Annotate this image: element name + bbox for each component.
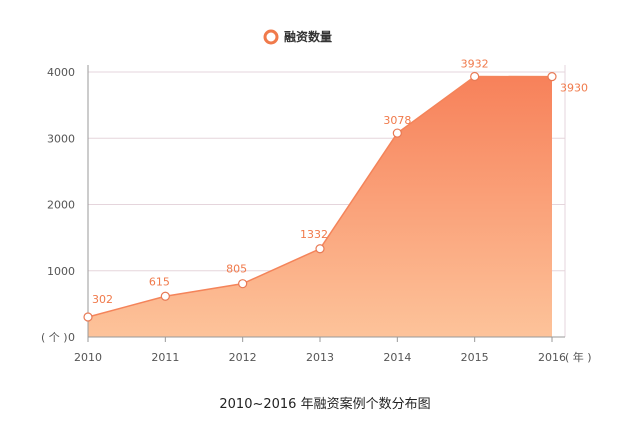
legend[interactable]: 融资数量 — [263, 29, 332, 45]
data-label: 615 — [149, 275, 170, 288]
data-point — [83, 312, 93, 322]
x-tick-label: 2010 — [74, 351, 102, 364]
y-tick-label: 4000 — [47, 66, 75, 79]
area-fill — [88, 76, 552, 337]
chart-caption: 2010~2016 年融资案例个数分布图 — [219, 397, 430, 412]
x-axis-unit: ( 年 ) — [565, 350, 592, 364]
y-tick-label: 3000 — [47, 132, 75, 145]
y-tick-label: 1000 — [47, 265, 75, 278]
data-label: 3078 — [383, 114, 411, 127]
x-tick-label: 2011 — [151, 351, 179, 364]
y-tick-label: 0 — [68, 331, 75, 344]
data-label: 1332 — [300, 228, 328, 241]
x-tick-label: 2012 — [229, 351, 257, 364]
legend-label: 融资数量 — [284, 29, 332, 44]
x-tick-label: 2013 — [306, 351, 334, 364]
data-label: 302 — [92, 293, 113, 306]
data-point — [238, 279, 248, 289]
y-tick-label: 2000 — [47, 199, 75, 212]
data-labels: 302 615 805 1332 3078 3932 3930 — [92, 58, 588, 306]
data-point — [470, 71, 480, 82]
x-tick-label: 2016 — [538, 351, 566, 364]
x-tick-label: 2014 — [383, 351, 411, 364]
x-tick-label: 2015 — [461, 351, 489, 364]
axes: 0 1000 2000 3000 4000 2010 2011 2012 2013 2014 201… — [47, 65, 566, 364]
data-label: 3932 — [461, 58, 489, 71]
data-markers — [83, 71, 557, 322]
legend-marker — [263, 29, 279, 45]
data-point — [160, 291, 170, 301]
data-point — [392, 128, 402, 138]
area-series — [87, 75, 553, 337]
data-point — [547, 72, 557, 82]
data-point — [315, 244, 325, 254]
y-axis-unit: ( 个 ) — [41, 331, 68, 344]
data-label: 3930 — [560, 82, 588, 95]
data-label: 805 — [226, 263, 247, 276]
